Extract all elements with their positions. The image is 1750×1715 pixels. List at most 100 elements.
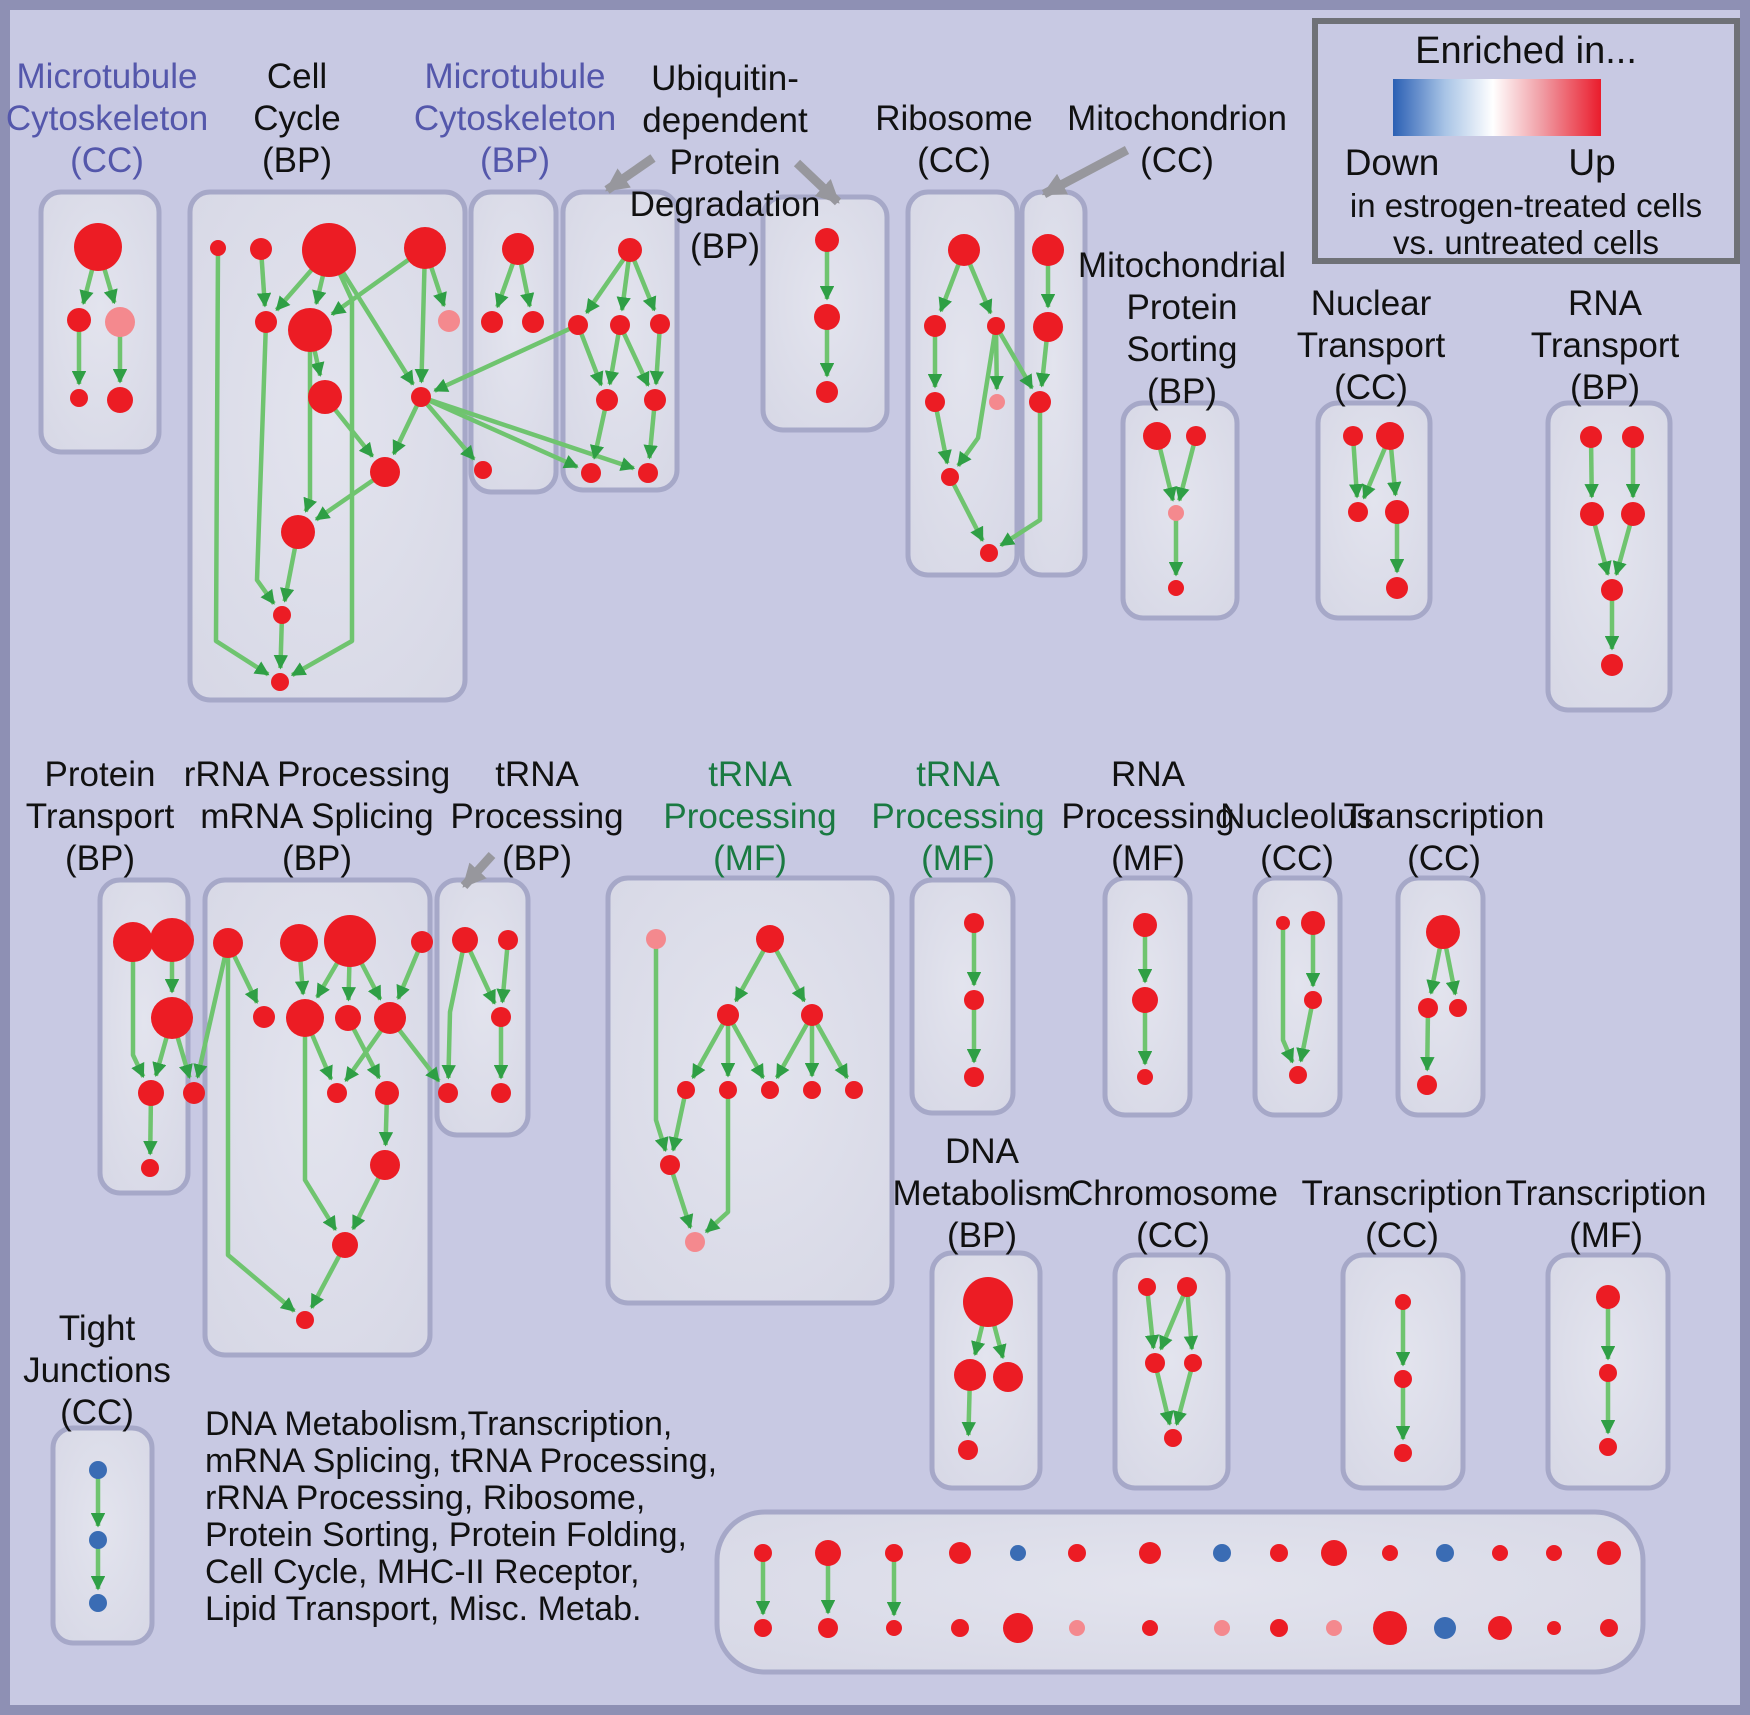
go-term-node-bt4 xyxy=(949,1542,971,1564)
go-term-node-m1 xyxy=(1032,234,1064,266)
go-term-node-r6 xyxy=(941,468,959,486)
go-term-node-s13 xyxy=(296,1311,314,1329)
go-term-node-a1 xyxy=(74,223,122,271)
go-term-node-q2 xyxy=(150,918,194,962)
go-term-node-bt11 xyxy=(1382,1545,1398,1561)
go-term-node-bb5 xyxy=(1003,1613,1033,1643)
go-term-node-d4 xyxy=(438,1083,458,1103)
go-term-node-t3 xyxy=(1580,502,1604,526)
category-list-line: DNA Metabolism,Transcription, xyxy=(205,1405,673,1443)
annotation-arrow-1 xyxy=(604,154,656,194)
go-term-node-bt12 xyxy=(1436,1544,1454,1562)
cluster-label-transcription-cc-1: Transcription (CC) xyxy=(1344,797,1545,878)
go-term-node-b7 xyxy=(638,463,658,483)
go-term-node-q3 xyxy=(151,997,193,1039)
legend-box: Enriched in... Down Up in estrogen-treat… xyxy=(1312,18,1740,264)
cluster-box-nuclear-transport xyxy=(1315,400,1433,621)
go-term-node-u3 xyxy=(522,311,544,333)
go-term-node-s1 xyxy=(213,928,243,958)
legend-caption-line1: in estrogen-treated cells xyxy=(1349,187,1703,224)
go-term-node-k1 xyxy=(1276,916,1290,930)
go-term-node-g3 xyxy=(717,1004,739,1026)
go-term-node-i1 xyxy=(1133,913,1157,937)
edge-c9-c10 xyxy=(391,396,424,456)
go-term-node-bt7 xyxy=(1139,1542,1161,1564)
edge-g4-g7 xyxy=(774,1013,814,1080)
go-term-node-u1 xyxy=(502,233,534,265)
edge-g5-g10 xyxy=(668,1089,689,1152)
go-term-node-s10 xyxy=(375,1081,399,1105)
legend-up-label: Up xyxy=(1568,142,1616,183)
cluster-box-ubiquitin-1 xyxy=(560,189,680,493)
go-term-node-z1 xyxy=(1596,1285,1620,1309)
cluster-label-transcription-cc-2: Transcription (CC) xyxy=(1302,1174,1503,1255)
go-term-node-s7 xyxy=(335,1005,361,1031)
edge-g3-g5 xyxy=(690,1013,730,1080)
go-term-node-k3 xyxy=(1304,991,1322,1009)
category-list-line: Cell Cycle, MHC-II Receptor, xyxy=(205,1553,640,1591)
go-term-node-r3 xyxy=(987,317,1005,335)
go-term-node-bt5 xyxy=(1010,1545,1026,1561)
cluster-label-cell-cycle: Cell Cycle (BP) xyxy=(253,57,341,180)
go-term-node-u2 xyxy=(481,311,503,333)
edge-g10-g11 xyxy=(667,1164,694,1230)
cluster-label-microtubule-cytoskeleton-cc: Microtubule Cytoskeleton (CC) xyxy=(6,57,208,180)
go-term-node-bt15 xyxy=(1597,1541,1621,1565)
go-term-node-b5 xyxy=(644,389,666,411)
go-term-node-bt14 xyxy=(1546,1545,1562,1561)
edge-c3-c13 xyxy=(290,249,355,678)
go-term-node-p1 xyxy=(1143,422,1171,450)
edge-c4-c9 xyxy=(414,247,429,384)
go-term-node-q6 xyxy=(141,1159,159,1177)
cluster-label-protein-transport: Protein Transport (BP) xyxy=(26,755,175,878)
cluster-box-ribosome xyxy=(905,189,1020,578)
edge-b1-b4 xyxy=(575,324,604,387)
go-term-node-s9 xyxy=(327,1083,347,1103)
cluster-label-transcription-mf: Transcription (MF) xyxy=(1506,1174,1707,1255)
go-term-node-r7 xyxy=(980,544,998,562)
go-term-node-s4 xyxy=(411,931,433,953)
category-list-line: Protein Sorting, Protein Folding, xyxy=(205,1516,687,1554)
go-term-node-s8 xyxy=(374,1002,406,1034)
go-term-node-s12 xyxy=(332,1232,358,1258)
legend-title: Enriched in... xyxy=(1415,30,1637,72)
cluster-box-transcription-cc-1 xyxy=(1395,875,1486,1118)
go-term-node-z2 xyxy=(1599,1364,1617,1382)
go-term-node-w1 xyxy=(89,1461,107,1479)
legend-gradient-bar xyxy=(1393,79,1601,136)
go-term-node-bb11 xyxy=(1373,1611,1407,1645)
edge-g3-g7 xyxy=(726,1013,766,1080)
go-term-node-t5 xyxy=(1601,579,1623,601)
edge-b3-b5 xyxy=(649,323,665,386)
cluster-label-rrna-processing: rRNA Processing mRNA Splicing (BP) xyxy=(184,755,450,878)
go-term-node-c3 xyxy=(302,223,356,277)
edge-c6-c11 xyxy=(303,330,318,513)
edge-s1-s13 xyxy=(225,943,296,1313)
category-list: DNA Metabolism,Transcription, mRNA Splic… xyxy=(205,1406,717,1628)
go-term-node-c1 xyxy=(210,240,226,256)
go-term-node-g9 xyxy=(845,1081,863,1099)
edge-c9-u4 xyxy=(419,395,476,461)
go-term-node-r2 xyxy=(924,315,946,337)
edge-g1-g10 xyxy=(653,939,669,1153)
category-list-line: rRNA Processing, Ribosome, xyxy=(205,1479,646,1517)
go-term-node-bb10 xyxy=(1326,1620,1342,1636)
category-list-line: mRNA Splicing, tRNA Processing, xyxy=(205,1442,718,1480)
edge-f3-f5 xyxy=(1152,1362,1174,1426)
go-term-node-bt6 xyxy=(1068,1544,1086,1562)
go-term-node-s2 xyxy=(280,924,318,962)
go-term-node-b1 xyxy=(568,315,588,335)
go-term-node-bb8 xyxy=(1214,1620,1230,1636)
go-term-node-h1 xyxy=(964,913,984,933)
go-term-node-m2 xyxy=(1033,312,1063,342)
go-term-node-x3 xyxy=(1449,999,1467,1017)
go-term-node-g11 xyxy=(685,1232,705,1252)
cluster-label-tight-junctions: Tight Junctions (CC) xyxy=(23,1309,171,1432)
go-term-node-n5 xyxy=(1386,577,1408,599)
go-term-node-b3 xyxy=(650,314,670,334)
go-term-node-s5 xyxy=(253,1006,275,1028)
go-term-node-v3 xyxy=(816,381,838,403)
go-term-node-bt3 xyxy=(885,1544,903,1562)
edge-b1-c9 xyxy=(433,322,579,393)
go-term-node-h3 xyxy=(964,1067,984,1087)
